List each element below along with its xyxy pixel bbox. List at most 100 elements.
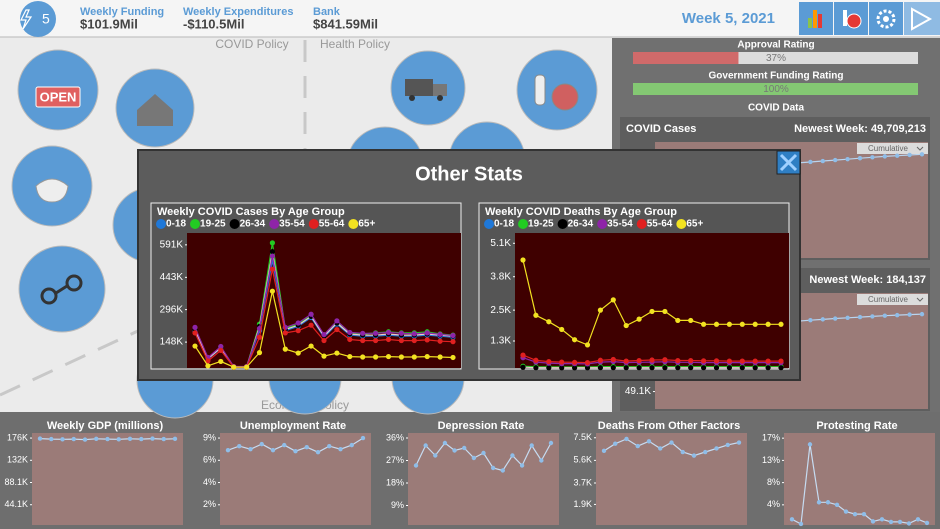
top-bar xyxy=(0,0,940,37)
dropdown-text: Cumulative xyxy=(868,295,909,304)
legend-swatch xyxy=(557,219,568,229)
plot-area xyxy=(515,233,789,368)
point xyxy=(584,365,591,371)
point xyxy=(572,365,578,371)
legend-swatch xyxy=(484,219,494,229)
point xyxy=(649,357,655,363)
point xyxy=(282,442,287,448)
series xyxy=(192,288,456,370)
point xyxy=(452,448,457,453)
legend-label: 55-64 xyxy=(319,219,345,230)
legend-swatch xyxy=(308,219,319,229)
point xyxy=(231,364,237,370)
point xyxy=(919,152,925,157)
point xyxy=(845,315,850,320)
point xyxy=(726,365,733,371)
point xyxy=(334,318,340,324)
point xyxy=(293,448,298,454)
covid-data-title: COVID Data xyxy=(748,103,805,114)
point xyxy=(646,439,652,444)
y-tick-label: 132K xyxy=(7,455,28,465)
point xyxy=(572,337,578,343)
point xyxy=(500,468,505,473)
point xyxy=(778,365,784,371)
icon xyxy=(911,7,933,31)
chart-title: Weekly COVID Deaths By Age Group xyxy=(485,206,677,218)
dropdown[interactable] xyxy=(857,294,928,305)
point xyxy=(778,358,784,364)
point xyxy=(481,450,486,456)
series xyxy=(520,364,784,371)
y-tick-label: 44.1K xyxy=(4,499,28,509)
point xyxy=(225,447,231,453)
point xyxy=(269,249,275,255)
point xyxy=(820,158,825,164)
point xyxy=(192,330,198,336)
legend-swatch xyxy=(636,219,647,229)
rating-label: Approval Rating xyxy=(737,40,814,51)
point xyxy=(450,354,456,361)
point xyxy=(597,357,604,363)
point xyxy=(833,316,838,321)
legend-label: 65+ xyxy=(358,219,375,230)
y-tick-label: 176K xyxy=(7,432,28,442)
point xyxy=(879,517,885,522)
house-icon xyxy=(137,94,173,126)
dropdown-arrow xyxy=(916,297,924,302)
point xyxy=(398,354,404,360)
dropdown[interactable] xyxy=(857,143,928,154)
bank-label: Bank xyxy=(313,6,341,18)
point xyxy=(861,511,867,517)
turn-badge xyxy=(20,1,56,37)
point xyxy=(295,350,301,356)
truck-icon xyxy=(405,79,447,101)
point xyxy=(752,321,758,327)
point xyxy=(882,313,887,318)
point xyxy=(739,358,745,364)
other-stats-modal: Other Stats Weekly COVID Cases By Age Gr… xyxy=(137,149,801,381)
point xyxy=(450,332,456,339)
icon xyxy=(883,16,889,22)
flask-icon xyxy=(534,74,579,111)
legend-swatch xyxy=(676,219,687,229)
point xyxy=(778,321,784,327)
point xyxy=(295,328,301,334)
next-week-button[interactable] xyxy=(904,2,940,35)
point xyxy=(675,317,681,324)
icon xyxy=(846,13,862,29)
legend-label: 55-64 xyxy=(647,219,673,230)
point xyxy=(635,443,640,449)
point xyxy=(373,330,379,336)
point xyxy=(714,446,719,451)
point xyxy=(256,350,263,356)
point xyxy=(882,154,887,159)
icon xyxy=(808,18,812,28)
point xyxy=(584,360,591,366)
legend-label: 19-25 xyxy=(528,219,554,230)
point xyxy=(256,334,263,340)
point xyxy=(269,253,275,259)
point xyxy=(857,314,863,320)
point xyxy=(546,358,552,365)
point xyxy=(688,365,694,371)
icon xyxy=(818,14,822,28)
chart-title: Unemployment Rate xyxy=(240,420,346,432)
point xyxy=(71,436,76,442)
y-tick-label: 9% xyxy=(203,432,216,442)
point xyxy=(520,257,526,263)
chart-title: Depression Rate xyxy=(438,420,525,432)
point xyxy=(897,519,903,525)
point xyxy=(450,339,456,345)
point xyxy=(237,443,242,449)
map-label: COVID Policy xyxy=(215,37,288,51)
chart-title: Deaths From Other Factors xyxy=(598,420,740,432)
point xyxy=(888,519,894,525)
point xyxy=(315,450,321,455)
legend-swatch xyxy=(518,219,529,229)
point xyxy=(843,509,849,514)
point xyxy=(559,365,565,371)
y-tick-label: 8% xyxy=(767,477,780,487)
point xyxy=(559,326,565,333)
point xyxy=(360,337,366,344)
